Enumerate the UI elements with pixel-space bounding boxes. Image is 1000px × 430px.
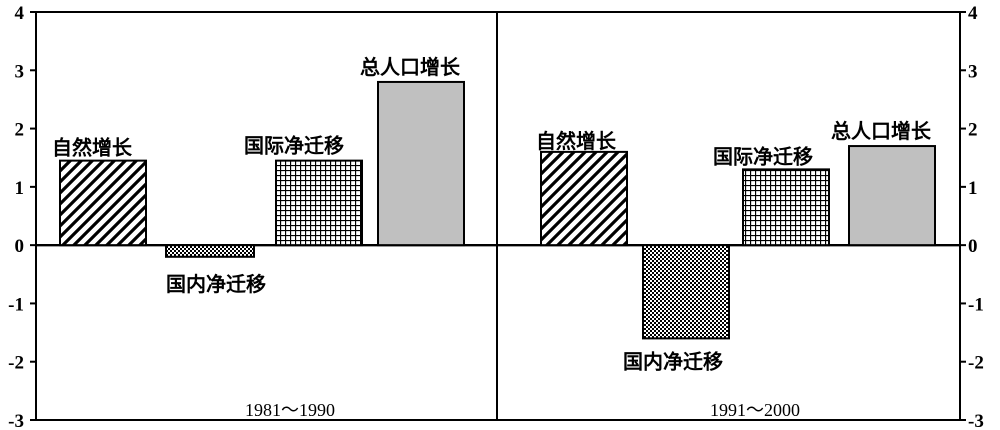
right-tick-label: 1 <box>968 178 978 199</box>
left-tick-label: -2 <box>8 353 24 374</box>
bar-2-4 <box>848 145 936 247</box>
left-tick-label: 4 <box>15 3 25 24</box>
left-tick-label: 2 <box>15 120 25 141</box>
right-tick-label: -2 <box>968 353 984 374</box>
right-tick-label: -1 <box>968 294 984 315</box>
bar-label: 自然增长 <box>52 136 133 160</box>
bar-label: 国内净迁移 <box>623 349 723 373</box>
bar-2-3 <box>742 168 830 247</box>
bar-label: 国际净迁移 <box>244 134 344 158</box>
left-tick-label: 0 <box>15 236 25 257</box>
bar-label: 自然增长 <box>536 129 617 153</box>
bar-2-1 <box>540 150 628 247</box>
left-tick-label: 1 <box>15 178 25 199</box>
period-label: 1991～2000 <box>710 400 800 420</box>
left-tick-label: -1 <box>8 294 24 315</box>
right-tick-label: 3 <box>968 61 978 82</box>
bar-label: 总人口增长 <box>831 119 932 143</box>
left-tick-label: -3 <box>8 411 24 430</box>
right-tick-label: -3 <box>968 411 984 430</box>
bar-label: 国际净迁移 <box>713 144 813 168</box>
bar-2-2 <box>642 244 730 340</box>
bar-1-1 <box>59 159 147 247</box>
period-label: 1981～1990 <box>245 400 335 420</box>
bar-1-4 <box>377 80 465 247</box>
bar-1-3 <box>275 159 363 247</box>
bar-label: 国内净迁移 <box>166 272 266 296</box>
right-tick-label: 2 <box>968 120 978 141</box>
left-tick-label: 3 <box>15 61 25 82</box>
right-tick-label: 0 <box>968 236 978 257</box>
bar-label: 总人口增长 <box>360 55 461 79</box>
bar-1-2 <box>165 244 255 258</box>
right-tick-label: 4 <box>968 3 978 24</box>
